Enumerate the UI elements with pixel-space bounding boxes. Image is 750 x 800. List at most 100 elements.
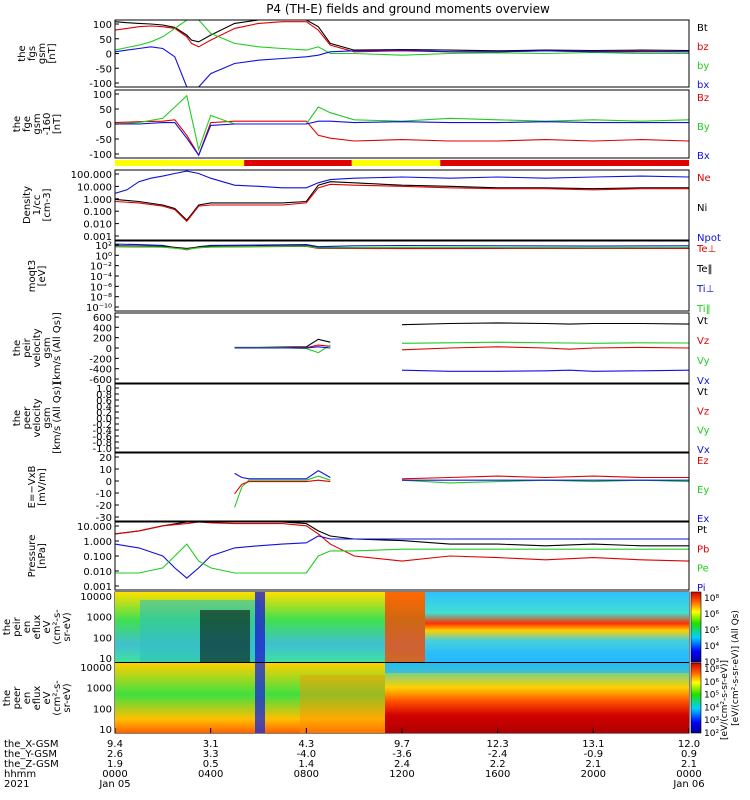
panel-1-ylabel: gsm — [37, 43, 48, 64]
panel-6-ytick: -0.2 — [92, 420, 112, 431]
panel-4-ytick: 10⁻¹⁰ — [86, 303, 112, 314]
panel-7-ytick: 10 — [99, 465, 112, 476]
panel-1-legend-3: by — [697, 61, 709, 72]
colorbar-tick: 10⁴ — [704, 703, 719, 713]
panel-10-ytick: 100 — [93, 704, 112, 715]
panel-9-ylabel: eflux — [32, 615, 43, 640]
panel-9-ytick: 10000 — [80, 592, 112, 603]
panel-6-ytick: 1.0 — [96, 384, 112, 395]
panel-4-ylabel: moqt3 — [27, 260, 38, 293]
panel-10-ylabel: en — [22, 692, 33, 705]
panel-1-ytick: 0 — [106, 50, 112, 61]
panel-3-ytick: 0.010 — [83, 220, 112, 231]
time-axis-value: 1.4 — [298, 759, 314, 770]
panel-6-legend-3: Vy — [697, 426, 710, 437]
time-axis-value: -3.6 — [392, 749, 412, 760]
time-axis-value: 0400 — [198, 769, 223, 780]
colorbar-tick: 10⁵ — [704, 626, 719, 636]
panel-4-ytick: 10⁻² — [90, 262, 112, 273]
panel-2-ytick: -100 — [89, 150, 112, 161]
panel-3-ylabel: Density — [22, 186, 33, 224]
panel-2-ylabel: gsm — [32, 113, 43, 134]
panel-3-ytick: 100.000 — [71, 170, 112, 181]
panel-4-ytick: 10² — [95, 241, 112, 252]
panel-5-ytick: -600 — [89, 375, 112, 386]
panel-5-ytick: 400 — [93, 323, 112, 334]
panel-5-ylabel: velocity — [32, 328, 43, 367]
time-axis-value: 2.4 — [394, 759, 410, 770]
panel-6-ylabel: velocity — [32, 398, 43, 437]
mode-status-bar — [115, 160, 689, 166]
panel-2-legend-3: Bx — [697, 151, 710, 162]
time-axis-value: 3.1 — [203, 739, 219, 750]
panel-10-ylabel: peer — [12, 686, 23, 710]
panel-8-series-3 — [115, 535, 689, 579]
time-axis-value: 3.3 — [203, 749, 219, 760]
panel-4-ytick: 10⁻⁸ — [90, 293, 112, 304]
panel-1-frame — [114, 19, 690, 88]
panel-5-legend-2: Vz — [697, 336, 709, 347]
panel-8-legend-1: Pt — [697, 525, 707, 536]
time-axis-value: 0.9 — [681, 749, 697, 760]
panel-10-ytick: 10000 — [80, 663, 112, 674]
colorbar-tick: 10⁸ — [704, 594, 719, 604]
panel-8-legend-2: Pb — [697, 544, 709, 555]
colorbar-electron-label: [eV/(cm²-s-sr-eV)] — [720, 660, 730, 740]
colorbar-tick: 10⁸ — [704, 665, 719, 675]
time-axis-row-label: hhmm — [4, 769, 36, 780]
panel-9-ylabel: peir — [12, 616, 23, 636]
panel-8-series-1 — [115, 522, 689, 547]
panel-8-series-4 — [115, 543, 689, 574]
panel-8-ytick: 0.001 — [83, 582, 112, 593]
panel-5-legend-3: Vy — [697, 356, 710, 367]
panel-2-legend-2: By — [697, 122, 710, 133]
panel-10-ytick: 1000 — [87, 684, 112, 695]
panel-6-ytick: -0.8 — [92, 438, 112, 449]
status-segment-4 — [440, 160, 689, 166]
time-axis-value: 2.1 — [585, 759, 601, 770]
time-axis-value: 0.5 — [203, 759, 219, 770]
panel-2: 100 50 0 -50 -100 the fge gsm -160 [nT] Bz By Bx — [12, 89, 710, 162]
panel-2-series-1 — [115, 119, 689, 157]
panel-2-legend-1: Bz — [697, 93, 709, 104]
time-axis-value: 2.1 — [681, 759, 697, 770]
panel-7-ytick: 20 — [99, 453, 112, 464]
time-axis-value: 12.0 — [678, 739, 700, 750]
time-axis-row-label: the_X-GSM — [4, 739, 58, 750]
figure-title: P4 (TH-E) fields and ground moments over… — [266, 2, 550, 16]
time-axis-value: 4.3 — [298, 739, 314, 750]
panel-9-ylabel: (cm²-s- — [52, 609, 63, 645]
time-axis-value: 1600 — [485, 769, 510, 780]
panel-9-ylabel: eV — [42, 620, 53, 633]
panel-1: 100 50 0 -50 -100 the fgs gsm [nT] Bt bz by bx — [17, 19, 709, 91]
panel-5-series-5 — [401, 322, 689, 326]
panel-7-series-4 — [401, 475, 689, 480]
panel-1-ytick: -50 — [96, 64, 112, 75]
time-axis-value: 2.6 — [107, 749, 123, 760]
time-axis-value: 0000 — [102, 769, 127, 780]
panel-10-ylabel: the — [2, 690, 13, 706]
panel-7-series-2 — [234, 479, 331, 495]
panel-7-legend-1: Ez — [697, 456, 709, 467]
panel-6-ytick: 0.4 — [96, 402, 112, 413]
panel-1-ytick: 100 — [93, 20, 112, 31]
time-axis-row-label: 2021 — [4, 779, 29, 790]
panel-4-ylabel: [eV] — [37, 266, 48, 287]
panel-1-ylabel: fgs — [27, 46, 38, 61]
panel-8-ytick: 1.000 — [83, 537, 112, 548]
panel-5-series-1 — [234, 338, 331, 348]
panel-1-ytick: -100 — [89, 79, 112, 90]
time-axis-value: 9.7 — [394, 739, 410, 750]
panel-1-series-3 — [115, 20, 689, 56]
panel-6-ylabel: [km/s (All Qs)] — [52, 382, 63, 454]
panel-8-legend-3: Pe — [697, 564, 709, 575]
panel-9-ytick: 100 — [93, 633, 112, 644]
panel-5-ylabel: peir — [22, 337, 33, 357]
panel-5-ylabel: [km/s (All Qs)] — [52, 312, 63, 384]
time-axis-value: -0.9 — [584, 749, 604, 760]
